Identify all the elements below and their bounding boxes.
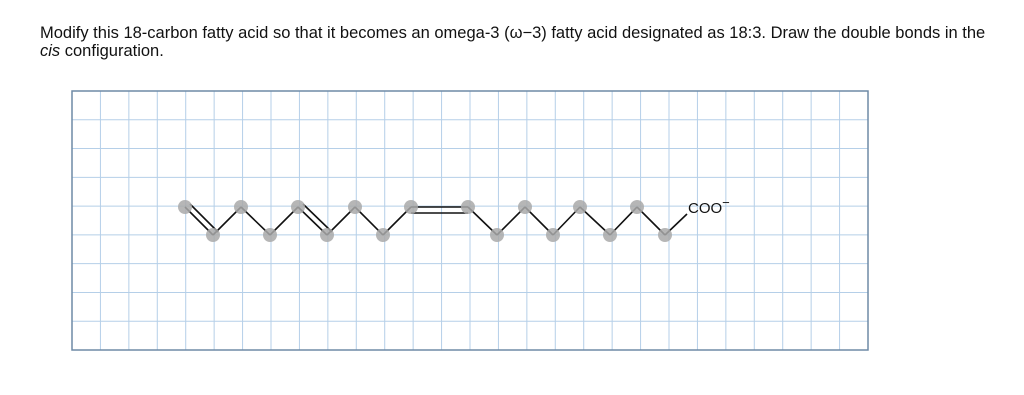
carbon-atom	[573, 200, 587, 214]
carboxylate-label: COO−	[688, 195, 730, 217]
grid-border	[71, 90, 869, 351]
carbon-atom	[461, 200, 475, 214]
question-text: configuration.	[60, 42, 164, 60]
carbon-atom	[630, 200, 644, 214]
carbon-atom	[546, 228, 560, 242]
double-bond-line	[189, 203, 219, 233]
carbon-atom	[658, 228, 672, 242]
carbon-atom	[320, 228, 334, 242]
grid	[72, 91, 868, 350]
carbon-atom	[404, 200, 418, 214]
carbon-atom	[178, 200, 192, 214]
carbon-atom	[348, 200, 362, 214]
carbon-atom	[376, 228, 390, 242]
molecule	[178, 200, 688, 242]
carbon-atom	[263, 228, 277, 242]
carbon-atom	[518, 200, 532, 214]
double-bond-line	[302, 203, 333, 233]
carbon-atom	[490, 228, 504, 242]
question-text: Modify this 18-carbon fatty acid so that…	[40, 24, 986, 42]
carbon-atom	[291, 200, 305, 214]
question: Modify this 18-carbon fatty acid so that…	[40, 24, 1000, 60]
carbon-atom	[206, 228, 220, 242]
carbon-atom	[234, 200, 248, 214]
question-emphasis: cis	[40, 42, 61, 60]
carbon-atom	[603, 228, 617, 242]
